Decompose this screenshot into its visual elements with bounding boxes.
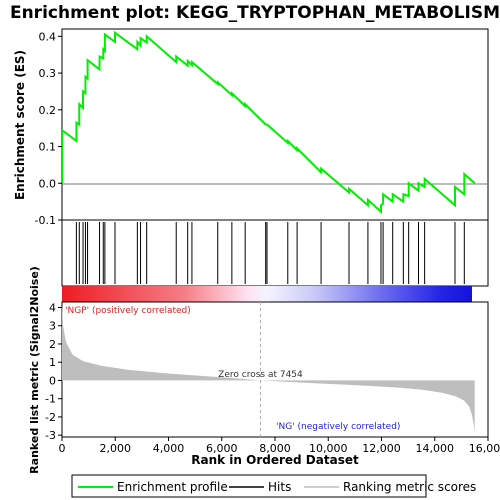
x-tick-label: 14,000	[416, 442, 455, 455]
es-y-axis: -0.1 0.0 0.1 0.2 0.3 0.4	[35, 30, 62, 227]
es-tick-label: 0.1	[39, 141, 57, 154]
es-tick-label: 0.0	[39, 177, 57, 190]
hits-panel	[61, 219, 489, 287]
x-tick-label: 10,000	[309, 442, 348, 455]
x-axis-label: Rank in Ordered Dataset	[191, 453, 359, 467]
es-y-axis-label: Enrichment score (ES)	[13, 50, 27, 200]
metric-panel: Zero cross at 7454 'NGP' (positively cor…	[45, 301, 489, 442]
x-tick-label: 4,000	[153, 442, 185, 455]
es-panel-frame	[61, 28, 489, 221]
es-panel: -0.1 0.0 0.1 0.2 0.3 0.4	[35, 28, 489, 227]
metric-tick-label: -2	[45, 411, 56, 424]
x-tick-label: 0	[59, 442, 66, 455]
legend-label-enrichment: Enrichment profile	[117, 480, 228, 494]
es-tick-label: 0.4	[39, 30, 57, 43]
positive-correlation-label: 'NGP' (positively correlated)	[65, 306, 191, 316]
metric-y-axis-label: Ranked list metric (Signal2Noise)	[28, 266, 41, 474]
metric-panel-frame	[61, 301, 489, 438]
metric-tick-label: -3	[45, 429, 56, 442]
metric-tick-label: 3	[49, 320, 56, 333]
metric-tick-label: 1	[49, 356, 56, 369]
hits-panel-frame	[61, 219, 489, 287]
es-tick-label: -0.1	[35, 214, 56, 227]
negative-correlation-label: 'NG' (negatively correlated)	[276, 422, 400, 432]
x-axis: 0 2,000 4,000 6,000 8,000 10,000 12,000 14,000 1…	[59, 437, 500, 455]
x-tick-label: 12,000	[362, 442, 401, 455]
chart-title: Enrichment plot: KEGG_TRYPTOPHAN_METABOL…	[10, 3, 500, 23]
hit-markers	[61, 222, 465, 284]
metric-tick-label: 4	[49, 301, 56, 314]
metric-tick-label: 2	[49, 338, 56, 351]
x-tick-label: 16,000	[469, 442, 500, 455]
legend-label-hits: Hits	[268, 480, 291, 494]
legend-frame	[71, 474, 427, 498]
es-tick-label: 0.2	[39, 104, 57, 117]
x-tick-label: 8,000	[259, 442, 291, 455]
enrichment-profile-line	[61, 30, 476, 215]
x-tick-label: 6,000	[206, 442, 238, 455]
zero-cross-label: Zero cross at 7454	[218, 370, 303, 380]
metric-tick-label: -1	[45, 393, 56, 406]
es-tick-label: 0.3	[39, 67, 57, 80]
legend: Enrichment profile Hits Ranking metric s…	[71, 474, 476, 498]
legend-label-metric: Ranking metric scores	[343, 480, 476, 494]
metric-y-axis: -3 -2 -1 0 1 2 3 4	[45, 301, 62, 442]
metric-tick-label: 0	[49, 374, 56, 387]
x-tick-label: 2,000	[100, 442, 132, 455]
rank-color-bar	[62, 286, 472, 302]
